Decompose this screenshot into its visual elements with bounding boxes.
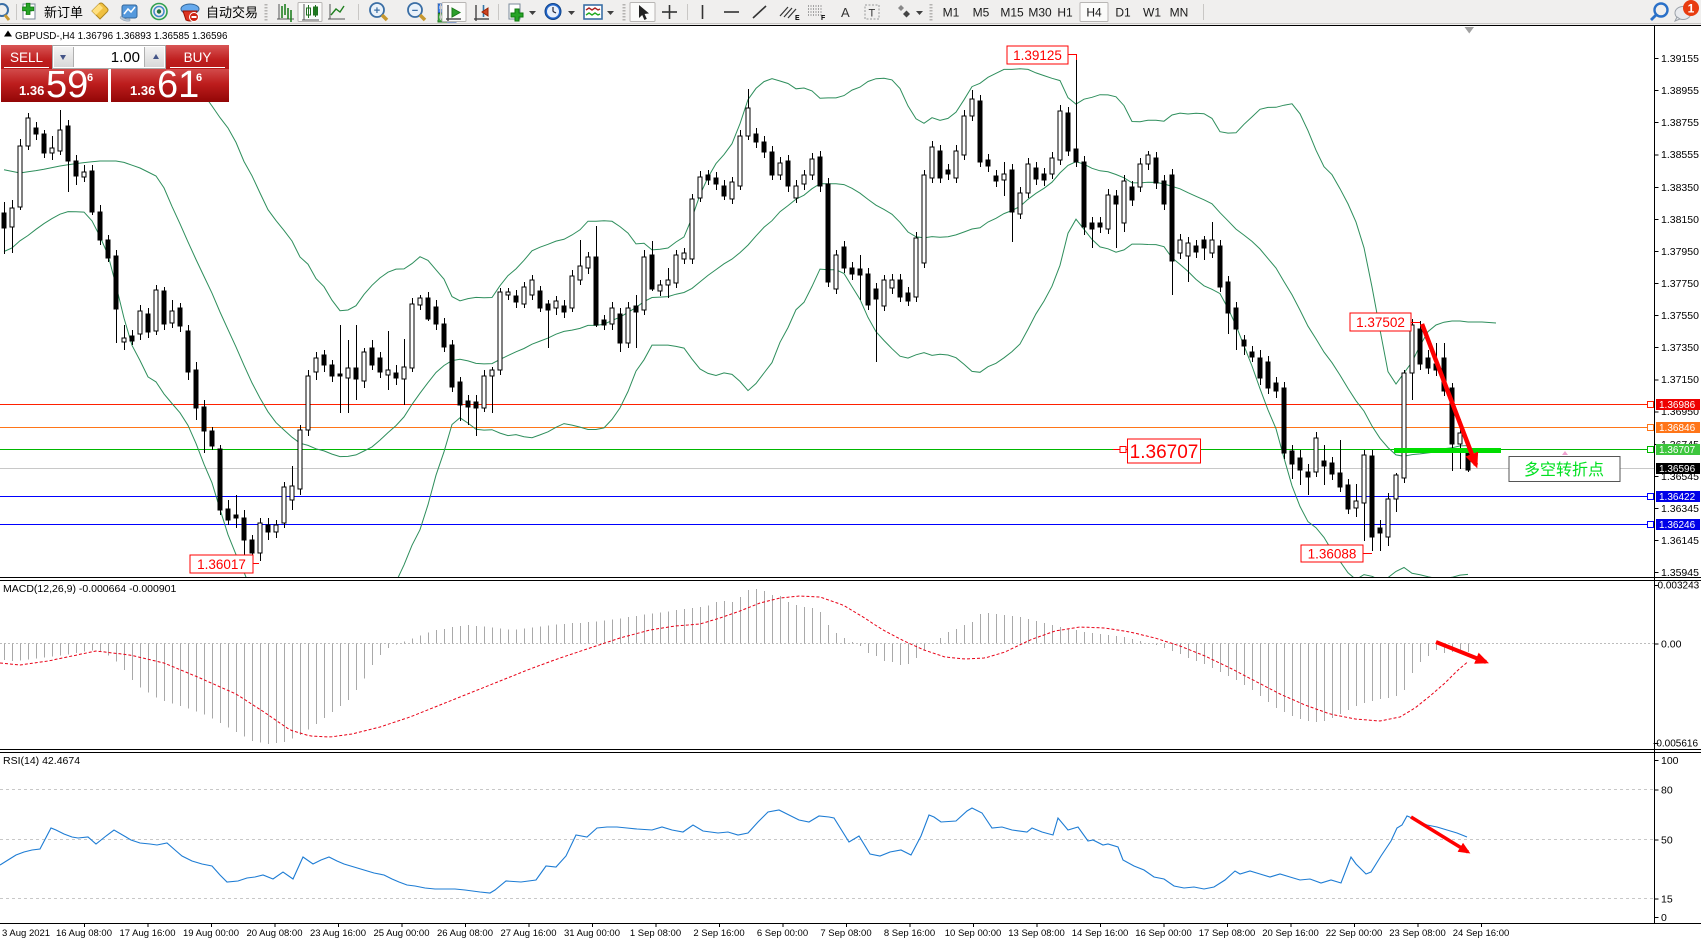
svg-text:1.39155: 1.39155 bbox=[1661, 53, 1699, 65]
svg-text:2 Sep 16:00: 2 Sep 16:00 bbox=[693, 928, 744, 939]
svg-text:1.36145: 1.36145 bbox=[1661, 535, 1699, 547]
svg-text:1.36422: 1.36422 bbox=[1659, 492, 1696, 503]
svg-text:17 Aug 16:00: 17 Aug 16:00 bbox=[120, 928, 176, 939]
svg-text:1.38350: 1.38350 bbox=[1661, 182, 1699, 194]
svg-text:1.36707: 1.36707 bbox=[1130, 442, 1199, 463]
svg-text:MACD(12,26,9) -0.000664 -0.000: MACD(12,26,9) -0.000664 -0.000901 bbox=[3, 583, 177, 595]
svg-text:24 Sep 16:00: 24 Sep 16:00 bbox=[1453, 928, 1510, 939]
svg-text:新订单: 新订单 bbox=[44, 5, 83, 20]
svg-text:1.37150: 1.37150 bbox=[1661, 374, 1699, 386]
svg-text:16 Sep 00:00: 16 Sep 00:00 bbox=[1135, 928, 1192, 939]
svg-text:H1: H1 bbox=[1057, 6, 1073, 20]
svg-text:19 Aug 00:00: 19 Aug 00:00 bbox=[183, 928, 239, 939]
svg-text:1.38755: 1.38755 bbox=[1661, 117, 1699, 129]
svg-text:1.37950: 1.37950 bbox=[1661, 246, 1699, 258]
svg-text:1.37350: 1.37350 bbox=[1661, 342, 1699, 354]
svg-text:1.36596: 1.36596 bbox=[1659, 464, 1696, 475]
svg-text:GBPUSD-,H4 1.36796 1.36893 1.: GBPUSD-,H4 1.36796 1.36893 1.36585 1.365… bbox=[15, 31, 228, 42]
svg-text:8 Sep 16:00: 8 Sep 16:00 bbox=[884, 928, 935, 939]
svg-text:1.37502: 1.37502 bbox=[1356, 315, 1405, 330]
svg-text:1.36017: 1.36017 bbox=[197, 557, 246, 572]
svg-text:1.38955: 1.38955 bbox=[1661, 85, 1699, 97]
svg-text:22 Sep 00:00: 22 Sep 00:00 bbox=[1326, 928, 1383, 939]
svg-text:31 Aug 00:00: 31 Aug 00:00 bbox=[564, 928, 620, 939]
svg-text:M5: M5 bbox=[973, 6, 990, 20]
svg-text:1.35945: 1.35945 bbox=[1661, 567, 1699, 579]
svg-text:−: − bbox=[412, 5, 418, 17]
svg-text:H4: H4 bbox=[1086, 6, 1102, 20]
svg-text:1.36707: 1.36707 bbox=[1659, 445, 1696, 456]
svg-text:1.39125: 1.39125 bbox=[1013, 48, 1062, 63]
svg-text:1.37550: 1.37550 bbox=[1661, 310, 1699, 322]
svg-text:F: F bbox=[821, 15, 826, 22]
svg-text:M15: M15 bbox=[1000, 6, 1024, 20]
svg-text:0.00: 0.00 bbox=[1661, 638, 1682, 650]
svg-text:1.37750: 1.37750 bbox=[1661, 278, 1699, 290]
svg-text:13 Sep 08:00: 13 Sep 08:00 bbox=[1008, 928, 1065, 939]
svg-text:20 Sep 16:00: 20 Sep 16:00 bbox=[1262, 928, 1319, 939]
svg-text:7 Sep 08:00: 7 Sep 08:00 bbox=[820, 928, 871, 939]
svg-text:1.36246: 1.36246 bbox=[1659, 520, 1696, 531]
svg-text:D1: D1 bbox=[1115, 6, 1131, 20]
svg-text:1.36846: 1.36846 bbox=[1659, 423, 1696, 434]
svg-text:多空转折点: 多空转折点 bbox=[1524, 461, 1604, 479]
svg-text:1.38150: 1.38150 bbox=[1661, 214, 1699, 226]
svg-text:26 Aug 08:00: 26 Aug 08:00 bbox=[437, 928, 493, 939]
svg-text:15: 15 bbox=[1661, 893, 1673, 905]
svg-text:W1: W1 bbox=[1143, 6, 1161, 20]
svg-text:1 Sep 08:00: 1 Sep 08:00 bbox=[630, 928, 681, 939]
svg-text:RSI(14) 42.4674: RSI(14) 42.4674 bbox=[3, 755, 80, 767]
svg-text:6 Sep 00:00: 6 Sep 00:00 bbox=[757, 928, 808, 939]
svg-text:80: 80 bbox=[1661, 784, 1673, 796]
svg-text:20 Aug 08:00: 20 Aug 08:00 bbox=[247, 928, 303, 939]
svg-text:A: A bbox=[841, 5, 850, 20]
svg-text:T: T bbox=[869, 8, 876, 20]
svg-text:27 Aug 16:00: 27 Aug 16:00 bbox=[501, 928, 557, 939]
svg-text:23 Aug 16:00: 23 Aug 16:00 bbox=[310, 928, 366, 939]
svg-text:0.003243: 0.003243 bbox=[1658, 581, 1700, 592]
svg-text:M1: M1 bbox=[943, 6, 960, 20]
svg-text:1.38555: 1.38555 bbox=[1661, 149, 1699, 161]
svg-text:1.36345: 1.36345 bbox=[1661, 503, 1699, 515]
svg-text:16 Aug 08:00: 16 Aug 08:00 bbox=[56, 928, 112, 939]
svg-text:1: 1 bbox=[1688, 2, 1695, 16]
svg-text:100: 100 bbox=[1661, 755, 1679, 767]
svg-text:17 Sep 08:00: 17 Sep 08:00 bbox=[1199, 928, 1256, 939]
svg-text:自动交易: 自动交易 bbox=[206, 5, 258, 20]
svg-text:25 Aug 00:00: 25 Aug 00:00 bbox=[374, 928, 430, 939]
svg-text:E: E bbox=[795, 15, 800, 22]
svg-text:MN: MN bbox=[1170, 6, 1189, 20]
svg-text:M30: M30 bbox=[1028, 6, 1052, 20]
svg-text:1.36986: 1.36986 bbox=[1659, 400, 1696, 411]
svg-text:-0.005616: -0.005616 bbox=[1653, 739, 1698, 750]
svg-text:3 Aug 2021: 3 Aug 2021 bbox=[2, 928, 50, 939]
svg-text:14 Sep 16:00: 14 Sep 16:00 bbox=[1072, 928, 1129, 939]
svg-text:23 Sep 08:00: 23 Sep 08:00 bbox=[1389, 928, 1446, 939]
svg-text:10 Sep 00:00: 10 Sep 00:00 bbox=[945, 928, 1002, 939]
svg-text:0: 0 bbox=[1661, 912, 1667, 924]
svg-text:50: 50 bbox=[1661, 834, 1673, 846]
svg-text:+: + bbox=[374, 5, 380, 17]
svg-text:1.36088: 1.36088 bbox=[1308, 546, 1357, 561]
